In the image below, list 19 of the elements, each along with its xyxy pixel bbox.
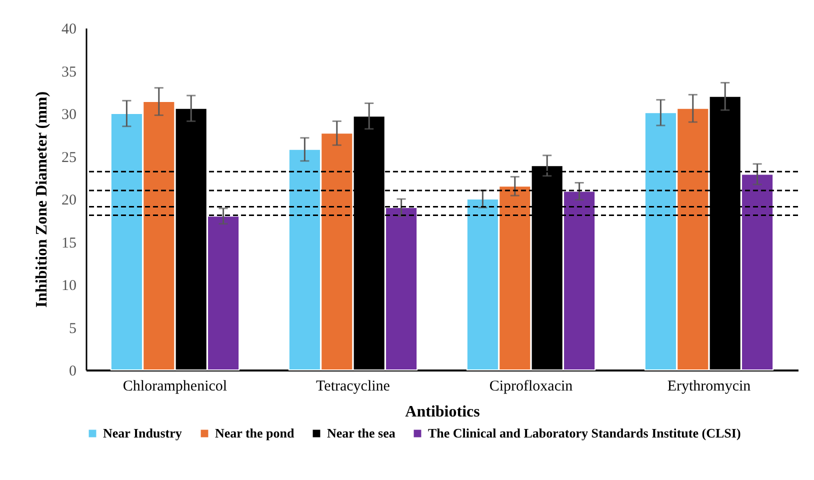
y-tick-label: 25: [62, 150, 76, 166]
y-tick-label: 0: [69, 364, 76, 380]
legend-label: The Clinical and Laboratory Standards Institute (CLSI): [428, 426, 741, 441]
x-tick-label: Chloramphenicol: [122, 378, 228, 394]
legend-label: Near Industry: [103, 426, 182, 441]
x-tick-label: Tetracycline: [316, 378, 390, 394]
y-tick-label: 30: [62, 107, 76, 123]
legend-label: Near the sea: [327, 426, 396, 441]
y-tick-label: 5: [69, 320, 76, 337]
x-tick-label: Erythromycin: [667, 378, 752, 394]
x-tick-label: Ciprofloxacin: [489, 378, 574, 394]
x-axis-title: Antibiotics: [405, 404, 480, 420]
y-axis-title: Inhibition Zone Diameter (mm): [34, 91, 50, 308]
y-tick-label: 20: [62, 192, 76, 208]
y-tick-label: 35: [62, 64, 76, 80]
legend-label: Near the pond: [215, 426, 295, 441]
y-tick-label: 40: [62, 22, 76, 38]
y-tick-label: 15: [62, 235, 76, 252]
y-tick-label: 10: [62, 278, 76, 294]
